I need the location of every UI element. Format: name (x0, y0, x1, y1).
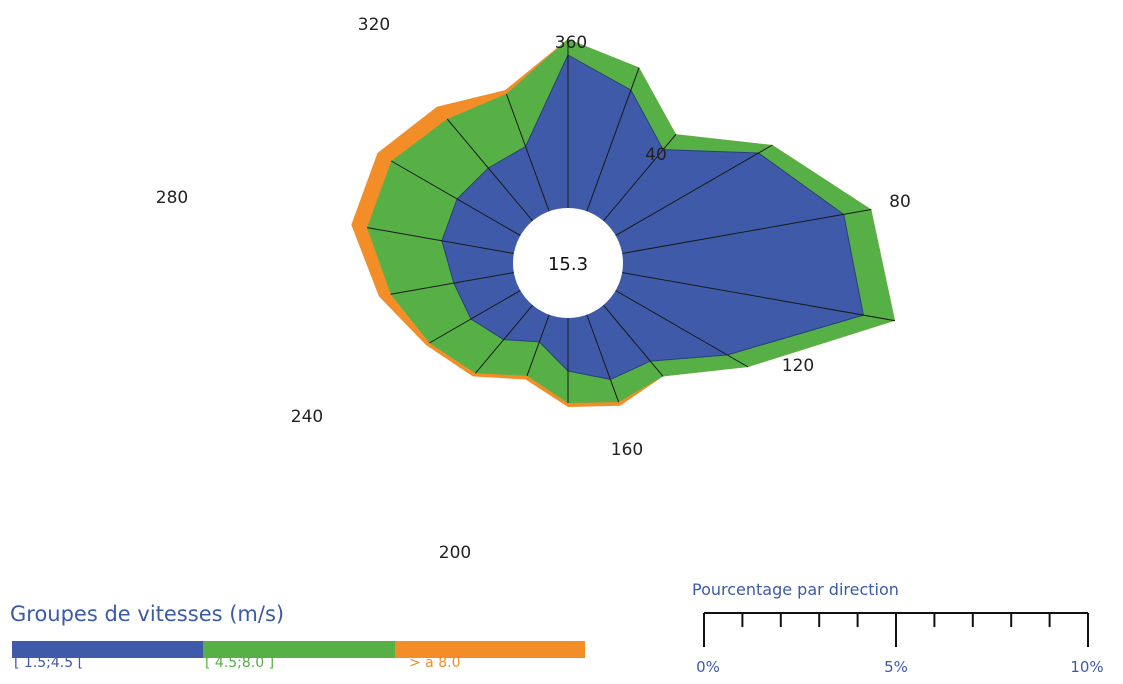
direction-label-240: 240 (291, 407, 323, 427)
percentage-scale-bar (703, 612, 1089, 647)
spoke-100 (567, 262, 896, 322)
scale-tick-label: 0% (696, 658, 720, 676)
legend-swatch-2 (395, 641, 585, 658)
calm-value: 15.3 (548, 254, 588, 275)
legend-swatch-0 (12, 641, 203, 658)
direction-label-320: 320 (358, 15, 390, 35)
direction-label-120: 120 (782, 356, 814, 376)
direction-label-360: 360 (555, 33, 587, 53)
calm-circle (513, 208, 623, 318)
legend-label-0: [ 1.5;4.5 [ (14, 655, 84, 671)
wind-rose-chart: 40 80 120 160 200 240 280 320 360 15.3 (156, 15, 911, 563)
direction-label-40: 40 (645, 145, 667, 165)
legend-label-1: [ 4.5;8.0 ] (205, 655, 275, 671)
direction-labels: 40 80 120 160 200 240 280 320 360 (156, 15, 911, 563)
direction-label-280: 280 (156, 188, 188, 208)
legend-title: Groupes de vitesses (m/s) (10, 602, 285, 626)
direction-label-80: 80 (889, 192, 911, 212)
legend-label-2: > à 8.0 (409, 655, 461, 671)
scale-title: Pourcentage par direction (692, 580, 899, 599)
direction-label-200: 200 (439, 543, 471, 563)
scale-tick-label: 5% (884, 658, 908, 676)
legend-swatch-1 (203, 641, 395, 658)
direction-label-160: 160 (611, 440, 643, 460)
scale-tick-label: 10% (1070, 658, 1104, 676)
